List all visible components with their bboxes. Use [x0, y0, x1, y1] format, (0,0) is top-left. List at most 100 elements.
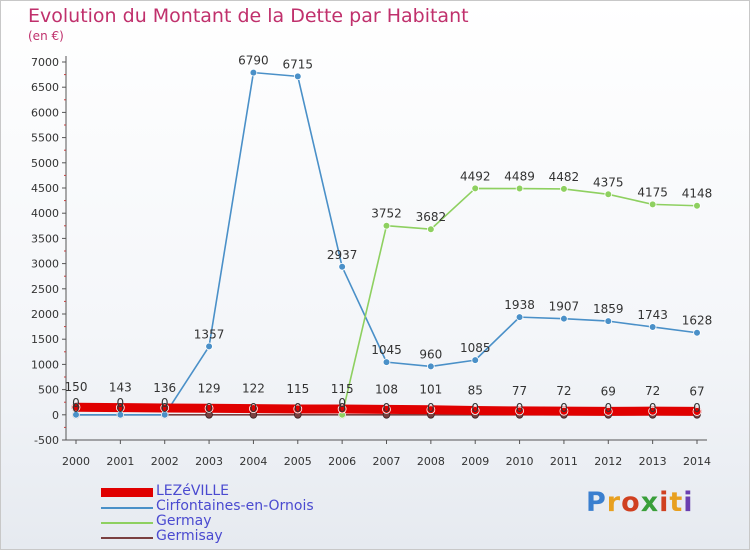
legend-swatch-lezeville	[101, 488, 153, 497]
y-tick-label: 500	[38, 384, 59, 397]
y-tick-label: 3500	[31, 232, 59, 245]
data-label: 0	[294, 401, 302, 415]
data-point	[249, 404, 258, 414]
logo-letter: i	[659, 487, 670, 518]
x-tick-label: 2013	[639, 455, 667, 468]
data-point	[515, 406, 524, 416]
data-point	[249, 68, 258, 77]
legend-label-germay: Germay	[156, 513, 212, 529]
data-label: 6790	[238, 54, 269, 68]
legend-label-germisay: Germisay	[156, 528, 223, 544]
data-label: 85	[468, 384, 483, 398]
data-label: 0	[117, 396, 125, 410]
data-label: 101	[419, 383, 442, 397]
data-label: 108	[375, 382, 398, 396]
x-tick-label: 2002	[151, 455, 179, 468]
data-point	[337, 404, 347, 414]
data-label: 3752	[371, 207, 402, 221]
data-point	[115, 403, 125, 412]
x-tick-label: 2007	[373, 455, 401, 468]
data-label: 1357	[194, 327, 225, 341]
data-label: 72	[556, 384, 571, 398]
data-label: 129	[198, 381, 221, 395]
data-label: 150	[65, 380, 88, 394]
data-label: 67	[689, 384, 704, 398]
data-label: 0	[604, 401, 612, 415]
y-tick-label: 7000	[31, 56, 59, 69]
y-tick-label: -500	[34, 434, 59, 447]
data-point	[293, 404, 303, 414]
data-point	[648, 323, 657, 331]
data-label: 77	[512, 384, 527, 398]
data-point	[160, 403, 170, 413]
data-point	[648, 200, 657, 209]
logo-letter: t	[669, 487, 684, 518]
data-label: 0	[338, 396, 346, 410]
data-point	[204, 403, 214, 413]
data-label: 0	[72, 396, 80, 410]
data-point	[71, 402, 81, 412]
logo-letter: P	[586, 487, 607, 518]
legend-label-lezeville: LEZéVILLE	[156, 483, 230, 499]
data-label: 1628	[682, 314, 713, 328]
data-point	[603, 406, 613, 416]
data-label: 4492	[460, 169, 491, 183]
data-point	[515, 313, 524, 321]
data-label: 4375	[593, 175, 624, 189]
data-point	[338, 262, 346, 271]
data-label: 6715	[283, 57, 314, 71]
data-point	[427, 225, 435, 234]
data-label: 4175	[637, 185, 668, 199]
data-point	[471, 356, 480, 364]
data-point	[648, 406, 658, 416]
data-label: 1743	[637, 308, 668, 322]
data-point	[560, 314, 568, 323]
data-label: 136	[153, 381, 176, 395]
data-label: 0	[471, 401, 479, 415]
y-tick-label: 6000	[31, 106, 59, 119]
data-point	[560, 185, 568, 193]
y-tick-label: 5500	[31, 132, 59, 145]
x-tick-label: 2004	[239, 455, 267, 468]
data-label: 1085	[460, 341, 491, 355]
data-label: 69	[601, 384, 616, 398]
y-tick-label: 0	[52, 409, 59, 422]
legend-swatch-cirfontaines	[101, 507, 153, 509]
legend-label-cirfontaines: Cirfontaines-en-Ornois	[156, 498, 314, 514]
logo-letter: r	[606, 487, 622, 518]
y-tick-label: 4500	[31, 182, 59, 195]
logo-letter: o	[621, 487, 641, 518]
x-tick-label: 2005	[284, 455, 312, 468]
data-label: 0	[383, 401, 391, 415]
data-point	[693, 328, 701, 337]
data-label: 122	[242, 382, 265, 396]
logo-letter: i	[683, 487, 694, 518]
data-label: 0	[117, 401, 125, 415]
x-tick-label: 2001	[106, 455, 134, 468]
data-label: 72	[645, 384, 660, 398]
legend-swatch-germisay	[101, 537, 153, 539]
data-point	[382, 404, 391, 414]
data-label: 0	[427, 401, 435, 415]
y-tick-label: 1000	[31, 358, 59, 371]
y-tick-label: 3000	[31, 258, 59, 271]
y-tick-label: 4000	[31, 207, 59, 220]
y-tick-label: 2000	[31, 308, 59, 321]
x-tick-label: 2010	[506, 455, 534, 468]
data-label: 115	[331, 382, 354, 396]
x-tick-label: 2011	[550, 455, 578, 468]
legend-swatch-germay	[101, 522, 153, 524]
data-point	[382, 221, 391, 230]
logo-letter: x	[640, 487, 660, 518]
data-label: 2937	[327, 248, 358, 262]
data-point	[604, 317, 613, 325]
data-label: 1938	[504, 298, 535, 312]
x-tick-label: 2009	[461, 455, 489, 468]
data-label: 0	[205, 401, 213, 415]
data-point	[559, 406, 569, 416]
data-point	[604, 190, 613, 199]
y-tick-label: 1500	[31, 333, 59, 346]
data-point	[426, 405, 436, 415]
y-tick-label: 5000	[31, 157, 59, 170]
